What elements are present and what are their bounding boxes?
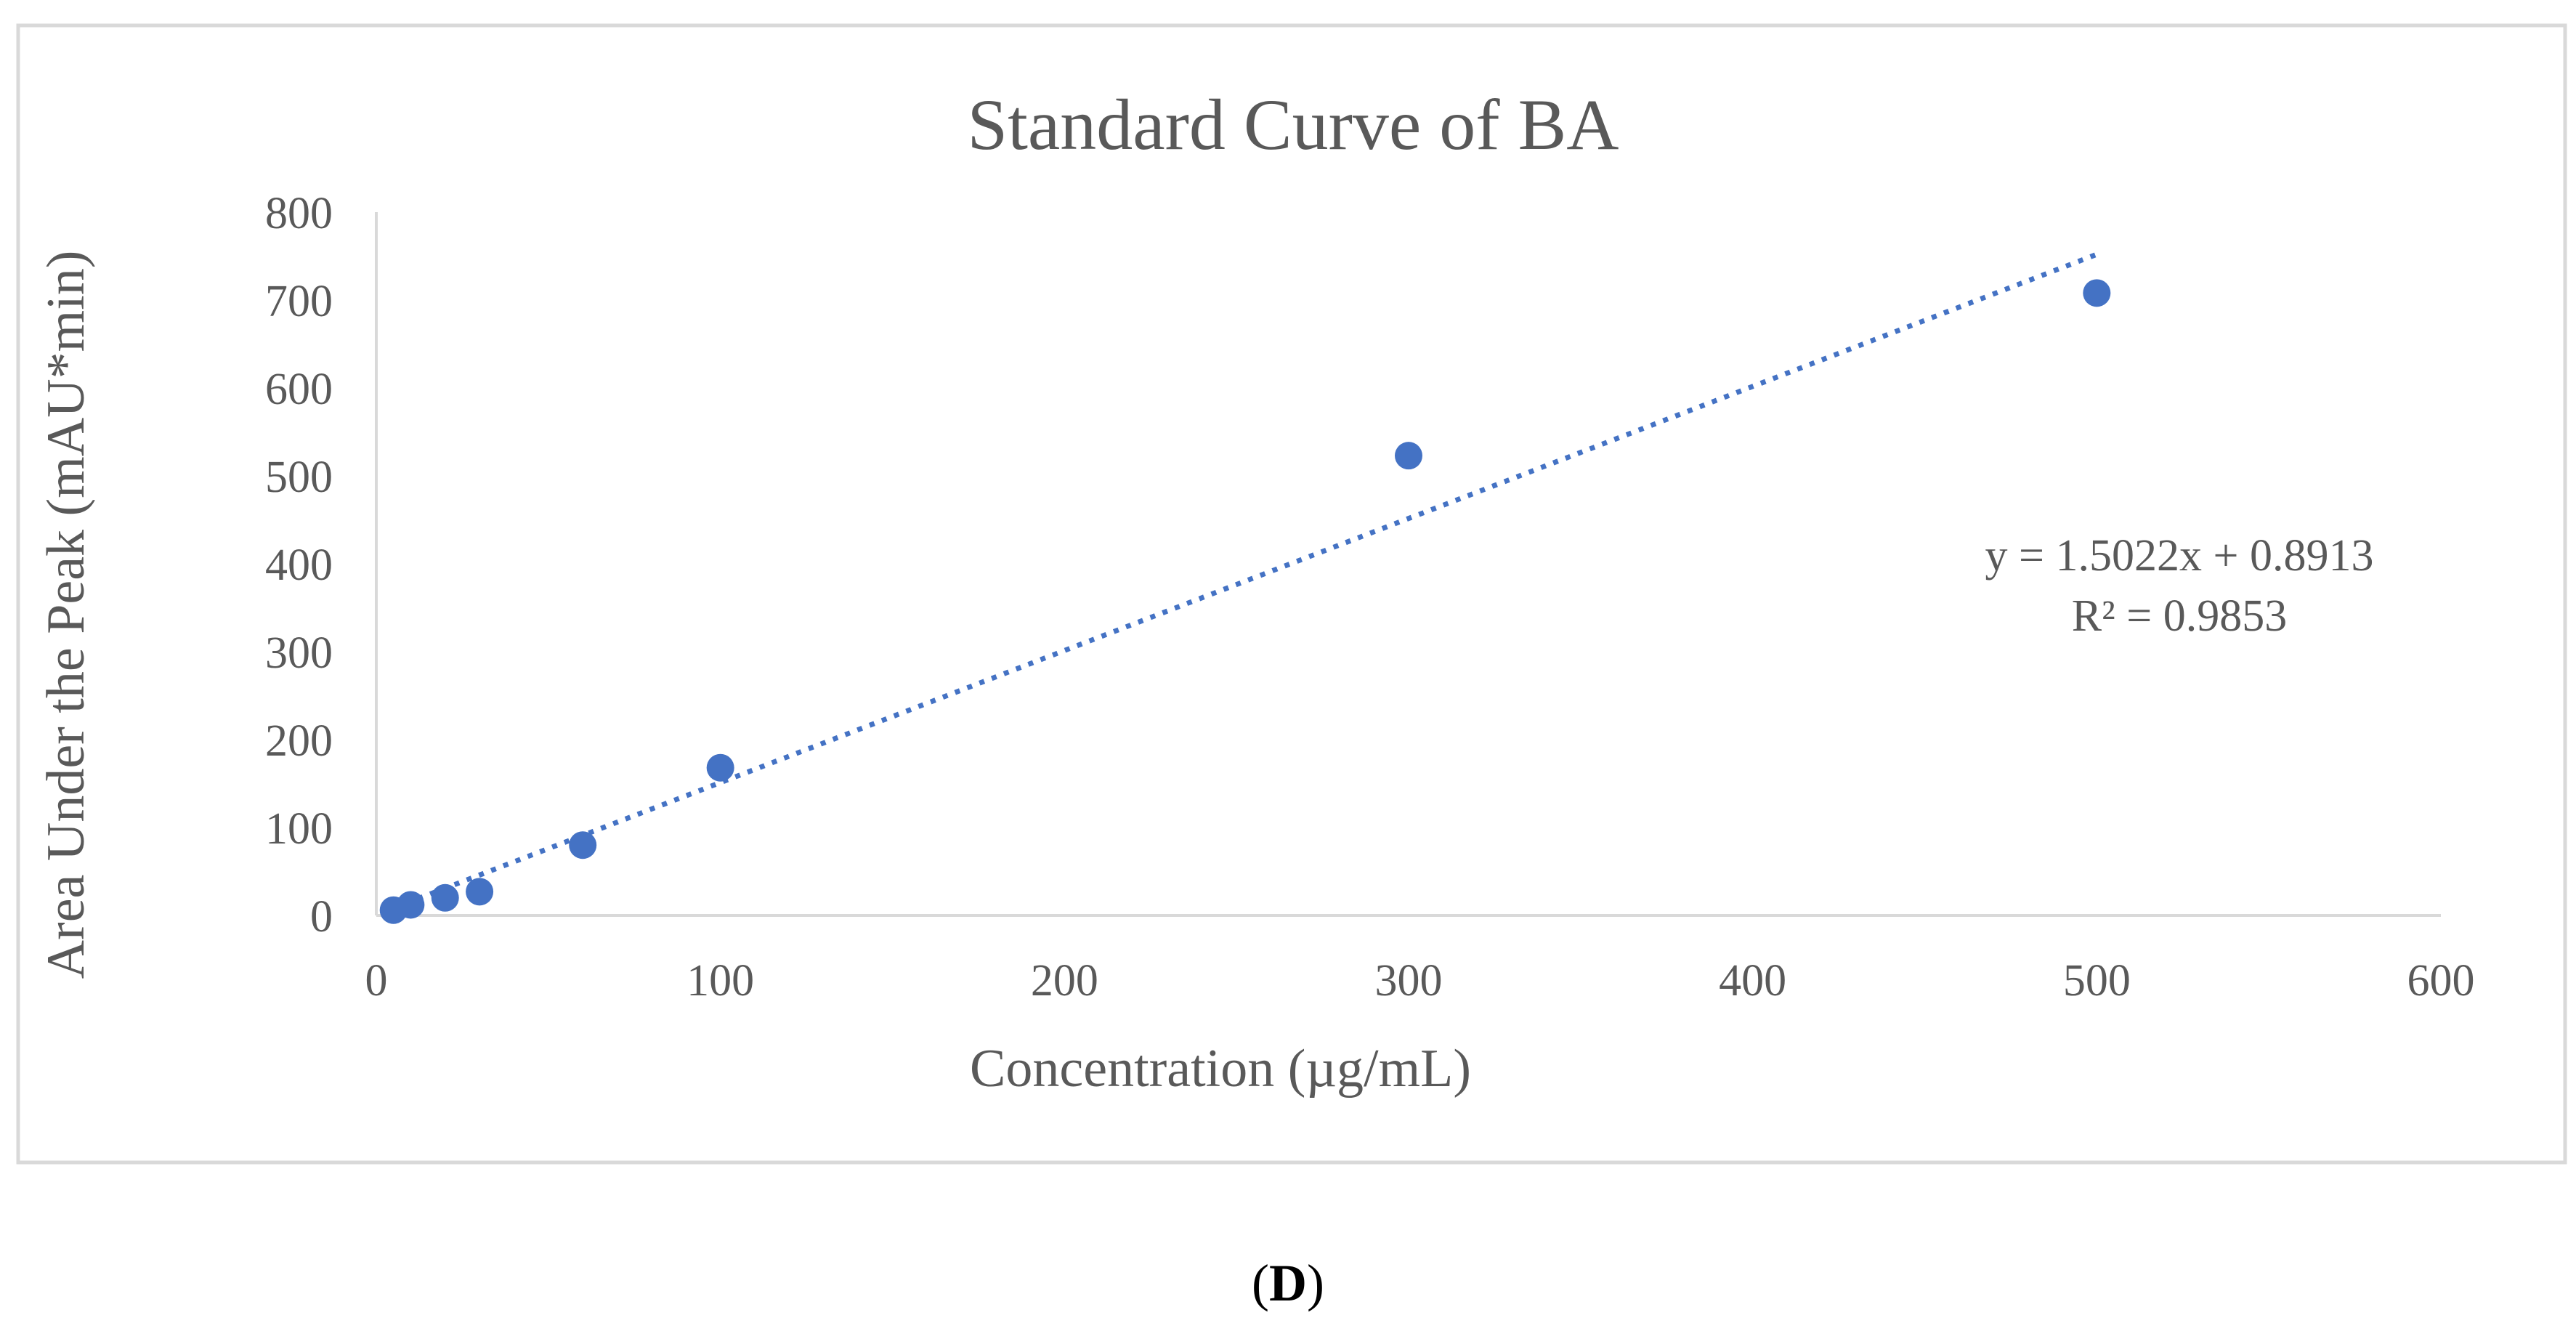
y-tick-label: 300 <box>265 628 333 678</box>
trendline <box>392 251 2098 911</box>
data-point <box>569 831 597 859</box>
r-squared-label: R² = 0.9853 <box>2072 591 2287 641</box>
data-point <box>1395 442 1422 470</box>
x-tick-label: 600 <box>2407 956 2475 1006</box>
panel-label-close: ) <box>1307 1254 1324 1312</box>
x-axis-ticks: 0 100 200 300 400 500 600 <box>365 956 2475 1006</box>
data-point <box>397 891 425 919</box>
x-tick-label: 500 <box>2063 956 2131 1006</box>
x-tick-label: 0 <box>365 956 388 1006</box>
chart-frame <box>16 23 2567 1165</box>
y-tick-label: 400 <box>265 541 333 590</box>
y-tick-label: 700 <box>265 277 333 326</box>
trendline-equation: y = 1.5022x + 0.8913 <box>1985 531 2374 580</box>
data-point <box>466 878 494 906</box>
panel-label-open: ( <box>1252 1254 1269 1312</box>
data-point <box>431 883 459 912</box>
data-point <box>2083 279 2111 307</box>
y-tick-label: 500 <box>265 453 333 502</box>
y-tick-label: 200 <box>265 716 333 766</box>
panel-label-letter: D <box>1269 1254 1307 1312</box>
y-tick-label: 100 <box>265 804 333 854</box>
y-tick-label: 800 <box>265 189 333 238</box>
y-tick-label: 0 <box>310 892 333 942</box>
data-point <box>706 753 734 782</box>
y-axis-title: Area Under the Peak (mAU*min) <box>36 251 96 979</box>
y-axis-ticks: 0 100 200 300 400 500 600 700 800 <box>265 189 333 942</box>
x-tick-label: 300 <box>1375 956 1443 1006</box>
x-axis-title: Concentration (µg/mL) <box>970 1039 1471 1099</box>
y-tick-label: 600 <box>265 365 333 414</box>
x-tick-label: 400 <box>1719 956 1786 1006</box>
x-tick-label: 100 <box>686 956 754 1006</box>
x-tick-label: 200 <box>1031 956 1098 1006</box>
data-points <box>379 279 2111 924</box>
chart-title: Standard Curve of BA <box>967 84 1619 165</box>
plot-area: 0 100 200 300 400 500 600 0 100 200 300 400 500 600 7… <box>265 189 2475 1006</box>
panel-label: (D) <box>1252 1254 1324 1312</box>
